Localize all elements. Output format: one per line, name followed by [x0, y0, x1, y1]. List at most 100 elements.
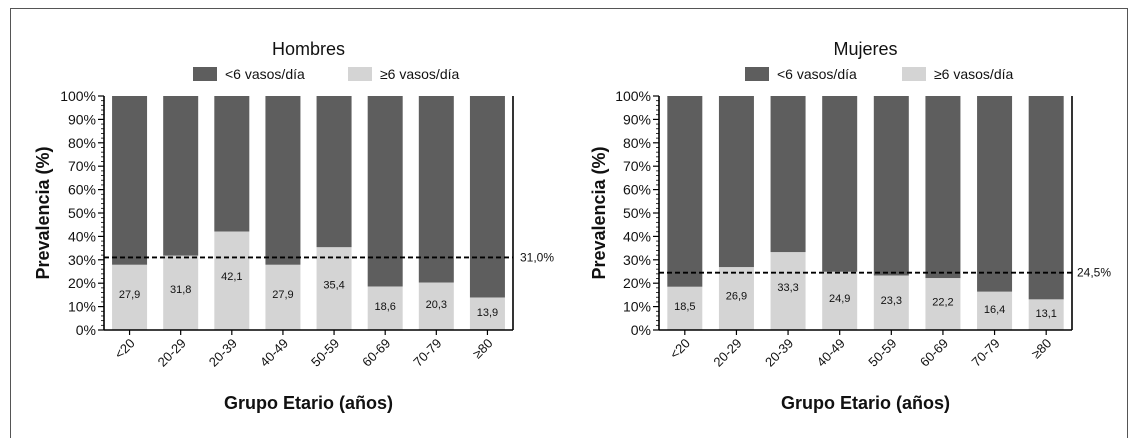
x-tick-label: ≥80: [470, 336, 496, 362]
bar-segment: [418, 96, 454, 283]
bar-segment: [667, 96, 703, 287]
data-label: 20,3: [426, 299, 447, 311]
bar-segment: [469, 297, 505, 330]
reference-line-label: 24,5%: [1077, 266, 1111, 280]
bar-segment: [367, 96, 403, 287]
bar-segment: [163, 255, 199, 330]
bar-segment: [977, 96, 1013, 292]
legend-label: ≥6 vasos/día: [380, 66, 459, 82]
data-label: 27,9: [272, 289, 293, 301]
data-label: 33,3: [777, 282, 798, 294]
bar-segment: [822, 271, 858, 330]
legend: <6 vasos/día ≥6 vasos/día: [745, 66, 1013, 82]
y-tick-label: 40%: [623, 228, 651, 244]
bar-segment: [214, 231, 250, 330]
data-label: 35,4: [323, 279, 344, 291]
legend-label: <6 vasos/día: [225, 66, 305, 82]
legend-swatch: [193, 67, 217, 81]
bar-segment: [770, 252, 806, 330]
bar-segment: [667, 286, 703, 330]
chart-panel-hombres: Hombres <6 vasos/día ≥6 vasos/día 27,9 <20 31…: [33, 39, 554, 413]
data-label: 26,9: [726, 290, 747, 302]
y-tick-label: 80%: [68, 135, 96, 151]
bar-segment: [977, 291, 1013, 330]
y-tick-label: 50%: [623, 205, 651, 221]
y-tick-label: 0%: [76, 322, 96, 338]
data-label: 18,5: [674, 301, 695, 313]
y-tick-label: 90%: [68, 111, 96, 127]
y-tick-label: 80%: [623, 135, 651, 151]
chart-title: Hombres: [272, 39, 345, 59]
bar-segment: [163, 96, 199, 256]
legend-swatch: [348, 67, 372, 81]
x-tick-label: 20-29: [710, 336, 744, 370]
y-tick-label: 10%: [68, 299, 96, 315]
x-axis-label: Grupo Etario (años): [781, 393, 950, 413]
reference-line-label: 31,0%: [520, 250, 554, 264]
y-tick-label: 50%: [68, 205, 96, 221]
bar-segment: [770, 96, 806, 253]
y-tick-label: 60%: [623, 182, 651, 198]
bar-segment: [112, 96, 148, 265]
legend-label: <6 vasos/día: [777, 66, 857, 82]
figure-frame: [10, 8, 1128, 438]
bar-segment: [1028, 96, 1064, 300]
data-label: 18,6: [374, 301, 395, 313]
bar-segment: [367, 286, 403, 330]
data-label: 13,1: [1035, 308, 1056, 320]
x-tick-label: 70-79: [969, 336, 1003, 370]
data-label: 24,9: [829, 293, 850, 305]
legend: <6 vasos/día ≥6 vasos/día: [193, 66, 459, 82]
data-label: 23,3: [881, 295, 902, 307]
y-axis-label: Prevalencia (%): [589, 146, 609, 279]
x-tick-label: 40-49: [814, 336, 848, 370]
y-tick-label: 100%: [615, 88, 651, 104]
y-tick-label: 0%: [631, 322, 651, 338]
x-tick-label: 60-69: [359, 336, 393, 370]
data-label: 27,9: [119, 289, 140, 301]
data-label: 42,1: [221, 271, 242, 283]
bar-segment: [873, 275, 909, 330]
y-tick-label: 70%: [68, 158, 96, 174]
bar-segment: [265, 96, 301, 265]
x-tick-label: ≥80: [1028, 336, 1054, 362]
bar-segment: [214, 96, 250, 232]
bar-segment: [718, 267, 754, 330]
x-tick-label: 50-59: [865, 336, 899, 370]
y-tick-label: 90%: [623, 111, 651, 127]
bar-segment: [112, 264, 148, 330]
y-tick-label: 60%: [68, 182, 96, 198]
y-tick-label: 10%: [623, 299, 651, 315]
bar-segment: [925, 278, 961, 330]
legend-swatch: [902, 67, 926, 81]
chart-title: Mujeres: [833, 39, 897, 59]
bar-segment: [265, 264, 301, 330]
y-tick-label: 100%: [60, 88, 96, 104]
bar-segment: [873, 96, 909, 276]
bar-segment: [1028, 299, 1064, 330]
data-label: 16,4: [984, 304, 1005, 316]
x-tick-label: 60-69: [917, 336, 951, 370]
chart-panel-mujeres: Mujeres <6 vasos/día ≥6 vasos/día 18,5 <20 26…: [589, 39, 1111, 413]
x-tick-label: 50-59: [308, 336, 342, 370]
y-axis-label: Prevalencia (%): [33, 146, 53, 279]
y-tick-label: 20%: [68, 275, 96, 291]
legend-swatch: [745, 67, 769, 81]
x-tick-label: <20: [667, 336, 693, 362]
y-tick-label: 20%: [623, 275, 651, 291]
bar-segment: [418, 282, 454, 330]
bar-segment: [469, 96, 505, 298]
x-tick-label: 20-29: [155, 336, 189, 370]
bar-segment: [316, 96, 352, 248]
y-tick-label: 30%: [623, 252, 651, 268]
bar-segment: [822, 96, 858, 272]
y-tick-label: 70%: [623, 158, 651, 174]
data-label: 13,9: [477, 307, 498, 319]
bar-segment: [316, 247, 352, 330]
data-label: 22,2: [932, 296, 953, 308]
x-tick-label: 70-79: [410, 336, 444, 370]
x-axis-label: Grupo Etario (años): [224, 393, 393, 413]
bar-segment: [925, 96, 961, 279]
x-tick-label: <20: [111, 336, 137, 362]
